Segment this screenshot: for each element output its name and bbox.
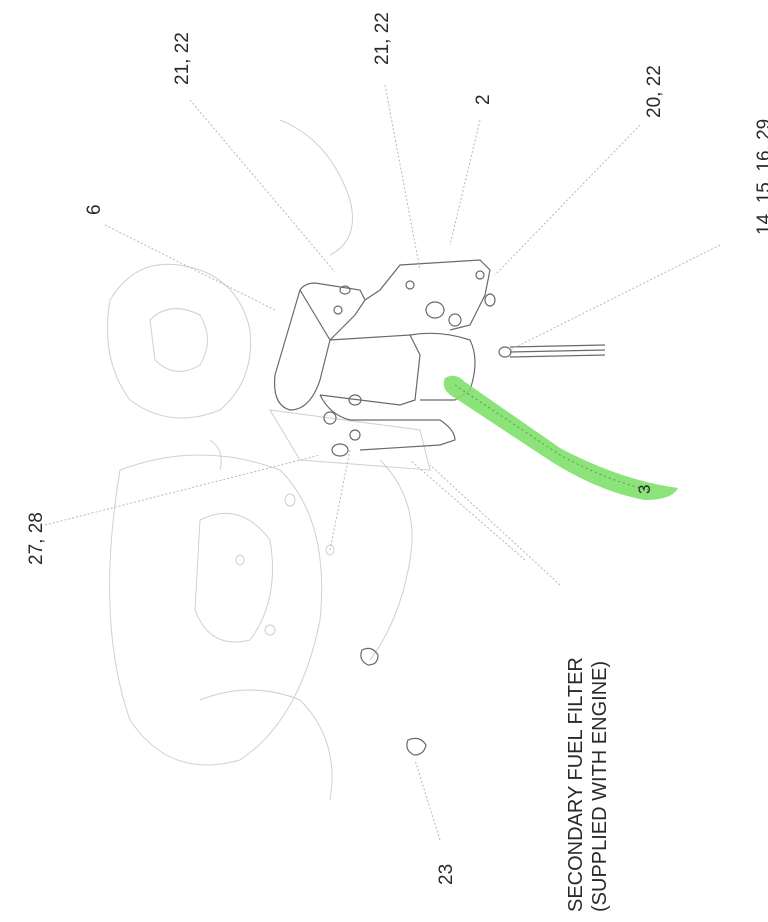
callout-14-15-16-29: 14, 15, 16, 29 (754, 119, 768, 235)
filter-bracket-assembly (209, 259, 606, 756)
leader-27-28 (44, 454, 321, 526)
callout-21-22-right: 21, 22 (372, 12, 393, 65)
leader-filter (429, 464, 561, 586)
secondary-fuel-filter-label: SECONDARY FUEL FILTER (565, 657, 587, 912)
leader-21-22-right (384, 84, 421, 271)
leader-21-22-left (189, 99, 336, 273)
leader-23 (414, 759, 441, 841)
leader-center (329, 449, 351, 551)
callout-3: 3 (635, 485, 654, 494)
callout-6: 6 (84, 204, 105, 215)
leader-2 (449, 119, 481, 246)
leader-lines (44, 84, 721, 841)
leader-14-15-16-29 (509, 244, 721, 351)
leader-filter-2 (409, 459, 526, 561)
callout-2: 2 (473, 94, 494, 105)
leader-20-22 (494, 124, 641, 276)
callout-27-28: 27, 28 (26, 512, 47, 565)
callout-21-22-left: 21, 22 (172, 32, 193, 85)
highlighted-hose-part-3 (443, 375, 678, 500)
supplied-with-engine-label: (SUPPLIED WITH ENGINE) (589, 661, 611, 912)
background-engine-parts (107, 119, 431, 801)
callout-20-22: 20, 22 (644, 65, 665, 118)
callout-23: 23 (436, 864, 457, 885)
